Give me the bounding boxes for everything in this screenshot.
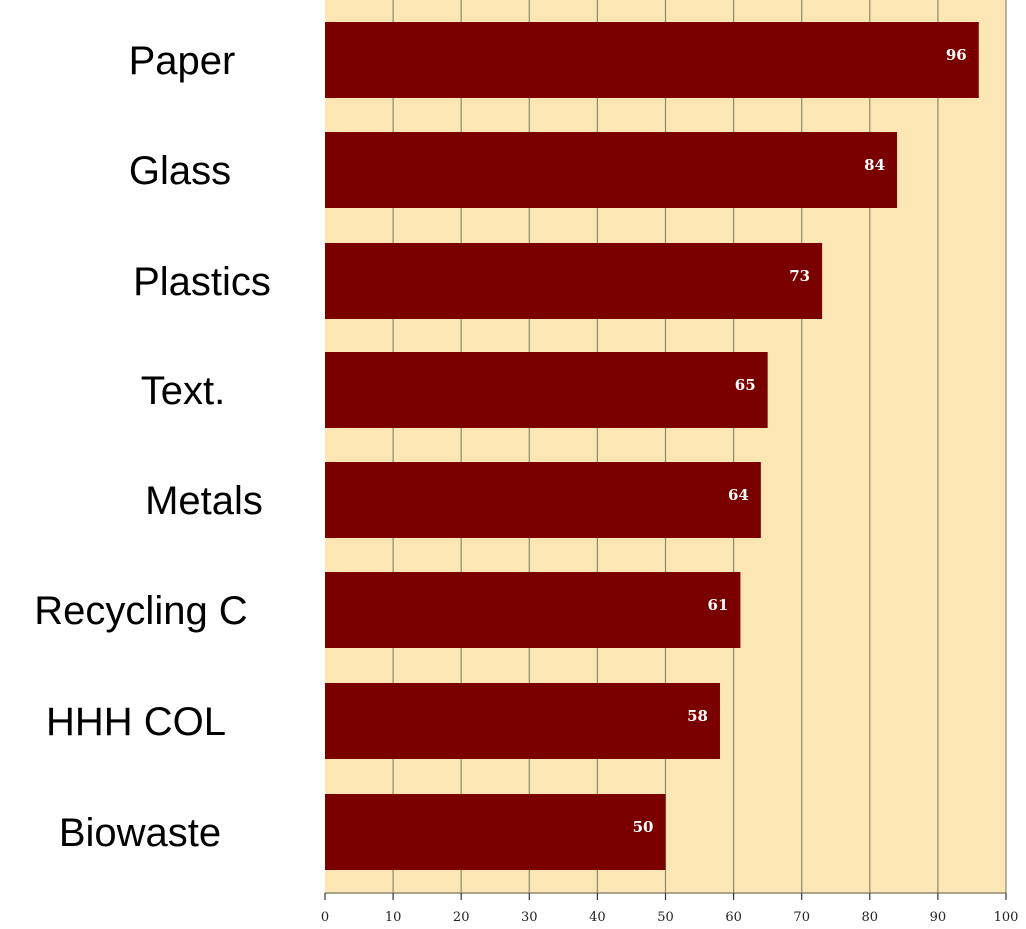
x-tick-label: 0 (321, 910, 329, 925)
category-label: Glass (129, 149, 231, 193)
category-labels: Paper Glass Plastics Text. Metals Recycling C… (34, 39, 271, 855)
bar (325, 243, 823, 319)
bar (325, 352, 768, 428)
category-label: Metals (145, 479, 263, 523)
x-tick-label: 10 (385, 910, 402, 925)
bar-value-label: 58 (687, 707, 708, 725)
bar-value-label: 65 (735, 376, 756, 394)
x-tick-label: 90 (930, 910, 947, 925)
bar (325, 22, 979, 98)
bar (325, 794, 666, 870)
value-labels: 96 84 73 65 64 61 58 50 (633, 46, 967, 836)
x-tick-label: 70 (793, 910, 810, 925)
x-axis-ticks: 0 10 20 30 40 50 60 70 80 90 100 (321, 893, 1019, 925)
x-tick-label: 80 (862, 910, 879, 925)
category-label: Biowaste (59, 811, 221, 855)
bar (325, 572, 741, 648)
category-label: Text. (141, 369, 225, 413)
bar-value-label: 84 (864, 156, 885, 174)
x-tick-label: 60 (725, 910, 742, 925)
category-label: Paper (129, 39, 236, 83)
x-tick-label: 50 (657, 910, 674, 925)
x-tick-label: 30 (521, 910, 538, 925)
bar-value-label: 64 (728, 486, 749, 504)
bar (325, 132, 898, 208)
bar-value-label: 73 (789, 267, 810, 285)
category-label: HHH COL (46, 700, 226, 744)
bar (325, 683, 720, 759)
category-label: Recycling C (34, 589, 247, 633)
bars (325, 22, 979, 870)
x-tick-label: 40 (589, 910, 606, 925)
x-tick-label: 20 (453, 910, 470, 925)
bar (325, 462, 761, 538)
x-tick-label: 100 (994, 910, 1019, 925)
bar-value-label: 61 (708, 596, 729, 614)
category-label: Plastics (133, 260, 271, 304)
bar-value-label: 50 (633, 818, 654, 836)
bar-value-label: 96 (946, 46, 967, 64)
